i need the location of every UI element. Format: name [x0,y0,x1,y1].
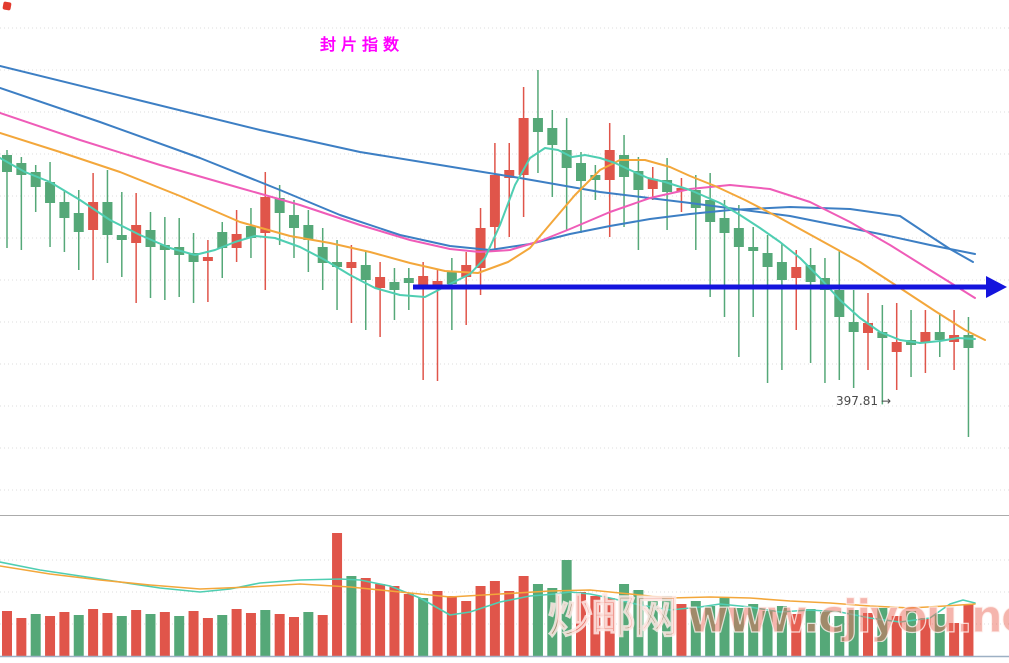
price-label: 397.81 → [836,394,891,408]
corner-mark [2,1,12,11]
watermark-site-name: 炒邮网 [548,592,680,642]
price-label-value: 397.81 [836,394,878,408]
chart-title: 封片指数 [320,35,405,54]
right-arrow-icon: → [881,394,892,408]
watermark-url: www.cjiyou.net [686,592,1009,642]
